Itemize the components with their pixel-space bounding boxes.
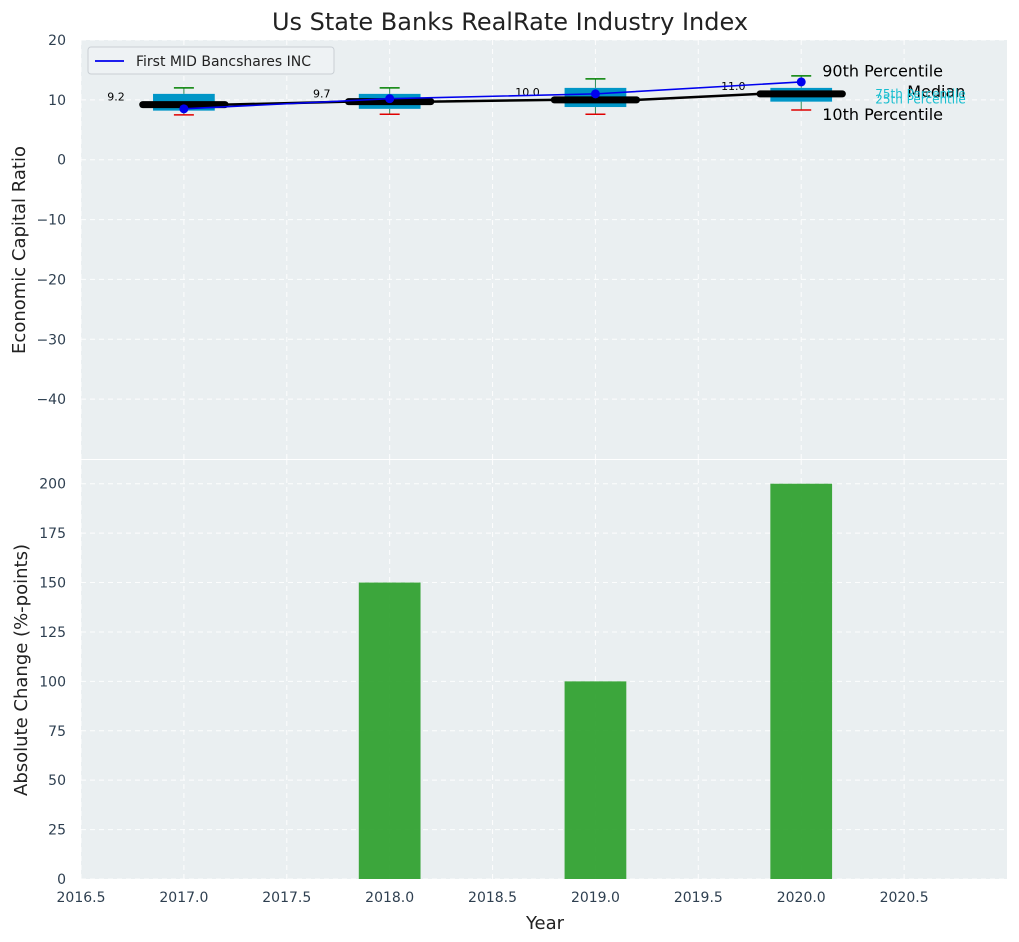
top-box-marks: 9.2 9.7 10.0 11.0: [107, 75, 846, 116]
bottom-grid: [80, 460, 1007, 880]
median-label-2: 10.0: [515, 86, 540, 99]
series-line: [183, 81, 802, 110]
series-point-1: [385, 94, 395, 104]
top-y-tick-1: 10: [48, 93, 66, 109]
bottom-y-tick-2: 50: [48, 773, 66, 789]
x-tick-5: 2019.0: [571, 890, 620, 906]
annotation-p90: 90th Percentile: [822, 61, 943, 80]
median-label-1: 9.7: [313, 88, 331, 101]
x-tick-0: 2016.5: [57, 890, 106, 906]
bar-2018: [358, 582, 421, 879]
median-label-0: 9.2: [107, 91, 125, 104]
x-tick-6: 2019.5: [674, 890, 723, 906]
bottom-y-axis-label: Absolute Change (%-points): [11, 544, 32, 796]
top-y-tick-4: −20: [36, 272, 66, 288]
bottom-y-tick-0: 0: [57, 872, 66, 888]
top-y-tick-0: 20: [48, 33, 66, 49]
annotation-p10: 10th Percentile: [822, 105, 943, 124]
top-y-tick-labels: 20 10 0 −10 −20 −30 −40: [36, 33, 66, 408]
annotation-median: Median: [907, 82, 965, 101]
median-trend-line: [142, 92, 843, 106]
x-tick-3: 2018.0: [365, 890, 414, 906]
x-tick-4: 2018.5: [468, 890, 517, 906]
top-y-tick-5: −30: [36, 332, 66, 348]
annotation-q3: 75th Percentile: [875, 87, 966, 101]
annotation-q1: 25th Percentile: [875, 93, 966, 107]
bottom-y-tick-8: 200: [39, 477, 66, 493]
series-point-2: [590, 89, 600, 99]
x-tick-7: 2020.0: [777, 890, 826, 906]
top-y-tick-2: 0: [57, 153, 66, 169]
top-grid: [80, 39, 1007, 459]
bottom-y-tick-3: 75: [48, 724, 66, 740]
x-tick-labels: 2016.5 2017.0 2017.5 2018.0 2018.5 2019.0 2019…: [57, 890, 929, 906]
top-annotations: 90th Percentile Median 10th Percentile 75th…: [822, 61, 966, 124]
top-plot-background: [81, 40, 1007, 459]
bottom-y-tick-6: 150: [39, 576, 66, 592]
top-y-axis-label: Economic Capital Ratio: [9, 146, 30, 354]
bottom-y-tick-7: 175: [39, 526, 66, 542]
bar-2019: [564, 681, 627, 879]
bottom-y-tick-1: 25: [48, 823, 66, 839]
series-point-3: [796, 77, 806, 87]
top-y-tick-3: −10: [36, 213, 66, 229]
bottom-y-tick-4: 100: [39, 674, 66, 690]
x-tick-1: 2017.0: [159, 890, 208, 906]
series-point-0: [179, 104, 189, 114]
bottom-y-tick-5: 125: [39, 625, 66, 641]
legend: First MID Bancshares INC: [87, 46, 335, 75]
bottom-y-tick-labels: 0 25 50 75 100 125 150 175 200: [39, 477, 66, 888]
bottom-bar-marks: [358, 483, 833, 879]
bar-2020: [770, 483, 833, 879]
x-tick-2: 2017.5: [262, 890, 311, 906]
bottom-plot-background: [81, 460, 1007, 879]
x-axis-label: Year: [525, 913, 565, 934]
legend-label: First MID Bancshares INC: [136, 54, 311, 70]
x-tick-8: 2020.5: [880, 890, 929, 906]
legend-box: [87, 46, 335, 75]
chart-title: Us State Banks RealRate Industry Index: [272, 8, 748, 36]
top-y-tick-6: −40: [36, 392, 66, 408]
